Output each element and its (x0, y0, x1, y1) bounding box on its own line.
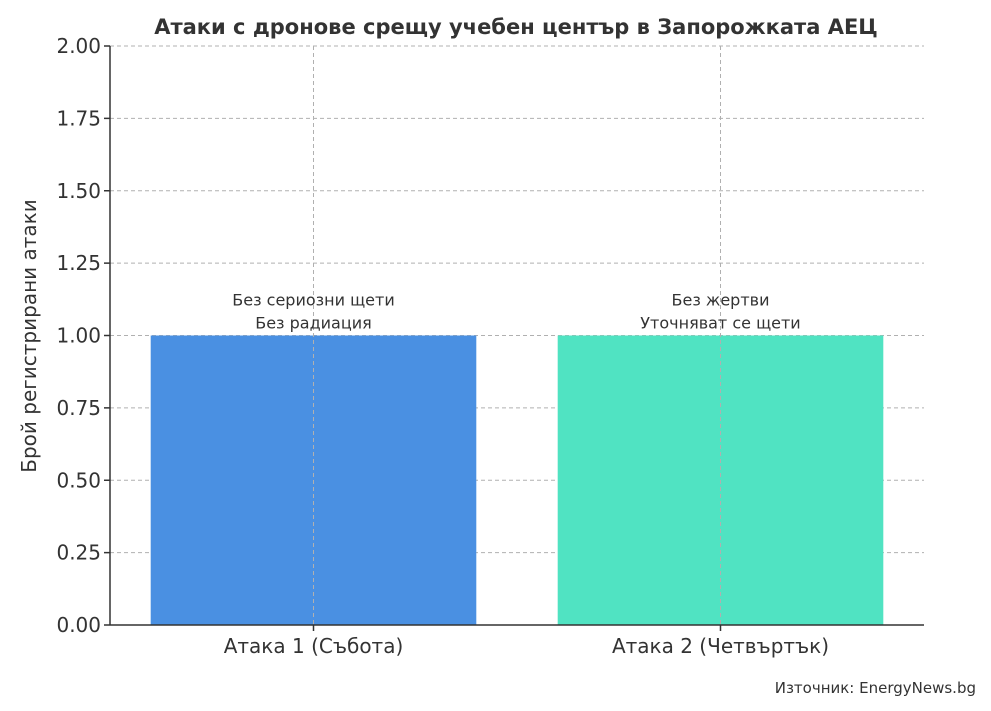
source-note: Източник: EnergyNews.bg (775, 679, 976, 697)
grid-lines-front (313, 46, 721, 625)
y-tick-label: 0.50 (56, 468, 101, 492)
x-tick-label: Атака 1 (Събота) (224, 634, 404, 658)
bar-annotations: Без сериозни щети Без радиация Без жертви У… (232, 291, 800, 333)
y-tick-label: 0.00 (56, 613, 101, 637)
y-axis-label: Брой регистрирани атаки (17, 199, 41, 472)
bar-annotation: Без сериозни щети (232, 291, 394, 310)
y-tick-label: 2.00 (56, 34, 101, 58)
axes (104, 45, 924, 631)
y-tick-label: 0.75 (56, 396, 101, 420)
bar-annotation: Уточняват се щети (640, 314, 800, 333)
y-tick-label: 1.75 (56, 106, 101, 130)
y-tick-labels: 0.00 0.25 0.50 0.75 1.00 1.25 1.50 1.75 2.00 (56, 34, 101, 637)
y-tick-label: 0.25 (56, 541, 101, 565)
chart-title: Атаки с дронове срещу учебен център в За… (154, 15, 878, 39)
y-tick-label: 1.00 (56, 324, 101, 348)
x-tick-label: Атака 2 (Четвъртък) (612, 634, 829, 658)
bar-annotation: Без радиация (255, 314, 372, 333)
y-tick-label: 1.25 (56, 251, 101, 275)
bar-annotation: Без жертви (672, 291, 770, 310)
x-tick-labels: Атака 1 (Събота) Атака 2 (Четвъртък) (224, 634, 829, 658)
y-tick-label: 1.50 (56, 179, 101, 203)
